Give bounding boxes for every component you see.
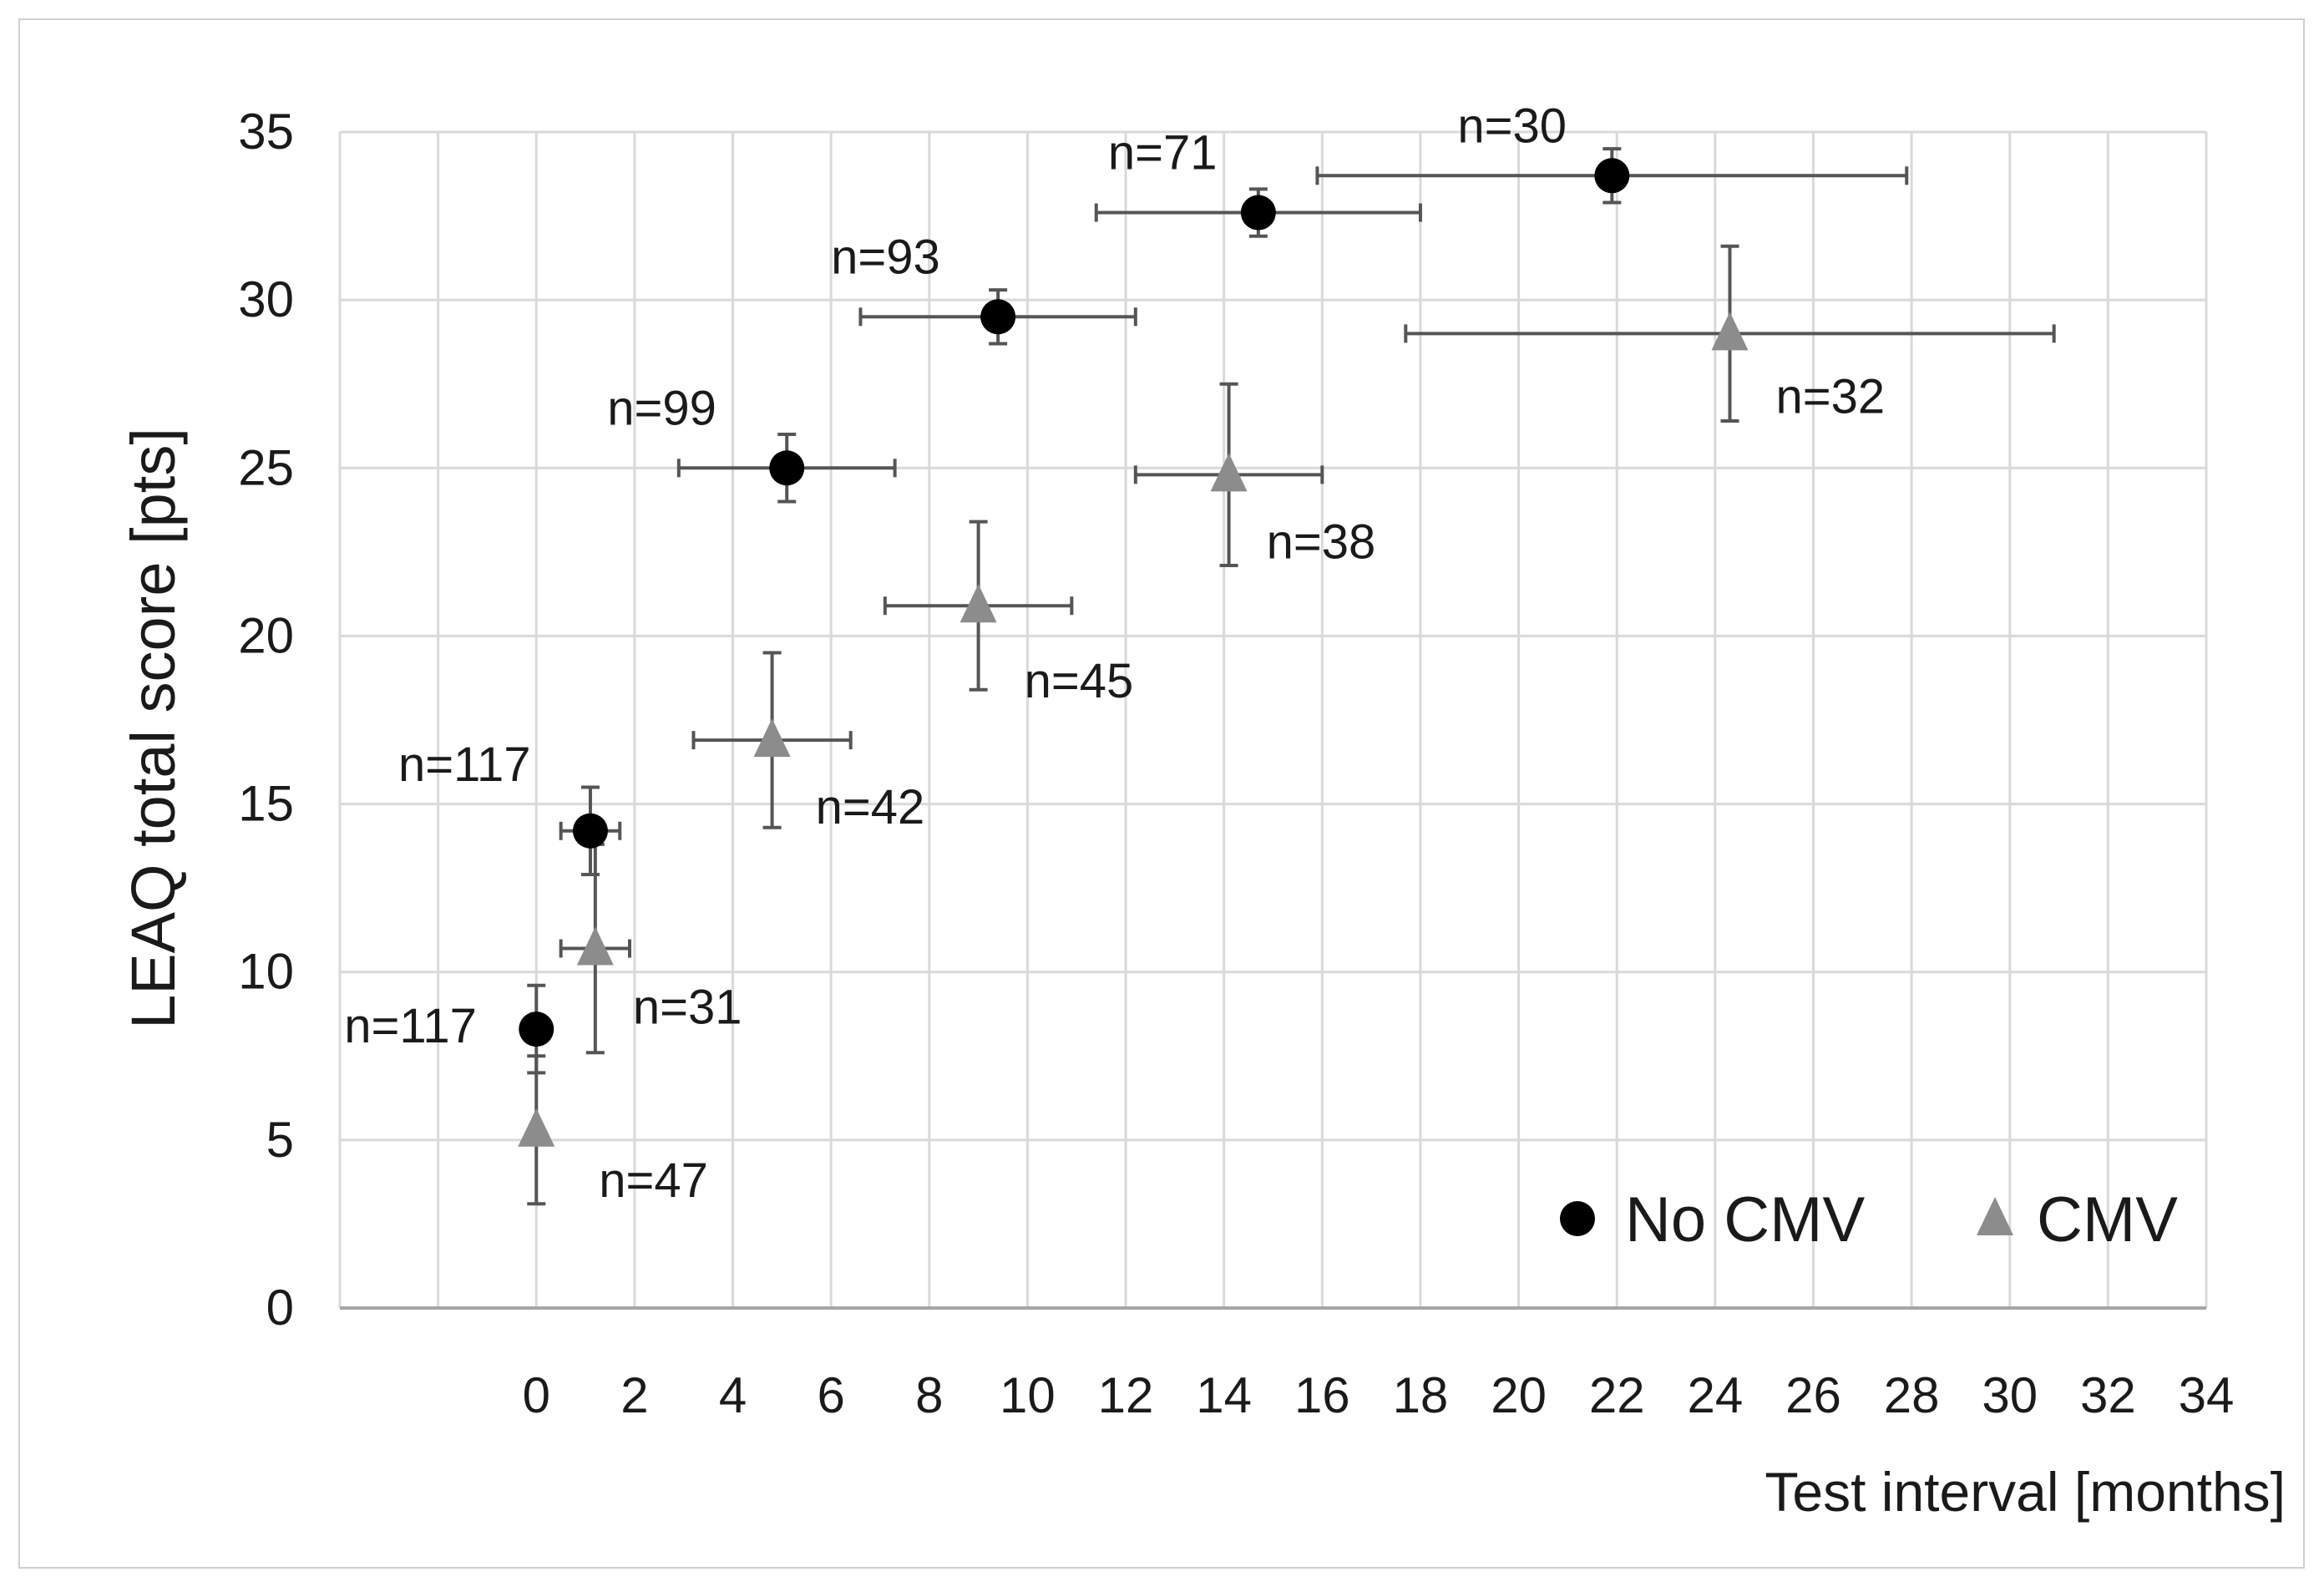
x-tick-label: 20 xyxy=(1491,1367,1547,1423)
legend: No CMV CMV xyxy=(1560,1184,2178,1255)
sample-size-labels: n=117 n=117 n=99 n=93 n=71 n=30 n=47 n=31 n=42 n=… xyxy=(344,99,1885,1207)
error-bars xyxy=(527,147,2056,1206)
x-tick-label: 28 xyxy=(1884,1367,1940,1423)
x-tick-label: 30 xyxy=(1982,1367,2038,1423)
x-tick-label: 34 xyxy=(2179,1367,2235,1423)
y-tick-label: 30 xyxy=(238,271,294,327)
cmv-data-point xyxy=(753,718,791,758)
sample-size-label: n=30 xyxy=(1457,99,1567,153)
no-cmv-data-point xyxy=(1594,158,1630,194)
sample-size-label: n=93 xyxy=(831,230,940,284)
cmv-data-point xyxy=(1210,453,1248,492)
y-tick-label: 25 xyxy=(238,439,294,495)
legend-triangle-marker xyxy=(1977,1197,2013,1235)
sample-size-label: n=38 xyxy=(1267,515,1376,569)
x-tick-label: 12 xyxy=(1098,1367,1154,1423)
y-tick-label: 10 xyxy=(238,944,294,1000)
y-tick-label: 5 xyxy=(266,1112,294,1168)
x-tick-label: 10 xyxy=(1000,1367,1056,1423)
sample-size-label: n=42 xyxy=(816,780,925,834)
x-tick-label: 22 xyxy=(1589,1367,1645,1423)
x-tick-label: 4 xyxy=(719,1367,747,1423)
x-tick-label: 8 xyxy=(915,1367,943,1423)
no-cmv-data-point xyxy=(769,450,805,486)
sample-size-label: n=47 xyxy=(599,1153,708,1208)
x-tick-label: 32 xyxy=(2080,1367,2136,1423)
y-axis-title: LEAQ total score [pts] xyxy=(119,428,188,1029)
y-tick-label: 35 xyxy=(238,104,294,160)
cmv-data-point xyxy=(576,926,614,966)
x-tick-label: 24 xyxy=(1687,1367,1743,1423)
data-markers xyxy=(518,158,1749,1147)
grid-layer xyxy=(338,130,2208,1310)
y-tick-label: 20 xyxy=(238,607,294,663)
x-tick-label: 16 xyxy=(1294,1367,1350,1423)
x-tick-label: 2 xyxy=(620,1367,648,1423)
legend-circle-marker xyxy=(1560,1201,1595,1236)
x-tick-label: 14 xyxy=(1196,1367,1252,1423)
x-tick-label: 26 xyxy=(1785,1367,1841,1423)
chart-frame: 0 5 10 15 20 25 30 35 0 2 4 6 8 10 12 14 16 18 20 22 24 26 28 3… xyxy=(18,18,2305,1569)
y-tick-label: 15 xyxy=(238,776,294,832)
cmv-data-point xyxy=(959,584,997,623)
sample-size-label: n=117 xyxy=(344,999,477,1053)
cmv-data-point xyxy=(1711,312,1749,351)
sample-size-label: n=117 xyxy=(398,738,531,792)
no-cmv-data-point xyxy=(980,299,1016,335)
x-tick-label: 0 xyxy=(523,1367,550,1423)
no-cmv-data-point xyxy=(572,813,608,849)
no-cmv-data-point xyxy=(1240,195,1276,231)
cmv-data-point xyxy=(518,1108,555,1147)
x-axis-title: Test interval [months] xyxy=(1765,1461,2286,1523)
x-tick-label: 18 xyxy=(1393,1367,1449,1423)
no-cmv-data-point xyxy=(519,1012,554,1047)
sample-size-label: n=99 xyxy=(607,381,716,435)
sample-size-label: n=32 xyxy=(1775,369,1885,423)
y-tick-label: 0 xyxy=(266,1280,294,1336)
sample-size-label: n=31 xyxy=(633,981,742,1035)
sample-size-label: n=45 xyxy=(1025,654,1134,708)
legend-label-cmv: CMV xyxy=(2037,1184,2178,1255)
x-tick-label: 6 xyxy=(817,1367,844,1423)
legend-label-no-cmv: No CMV xyxy=(1625,1184,1865,1255)
sample-size-label: n=71 xyxy=(1108,126,1218,180)
